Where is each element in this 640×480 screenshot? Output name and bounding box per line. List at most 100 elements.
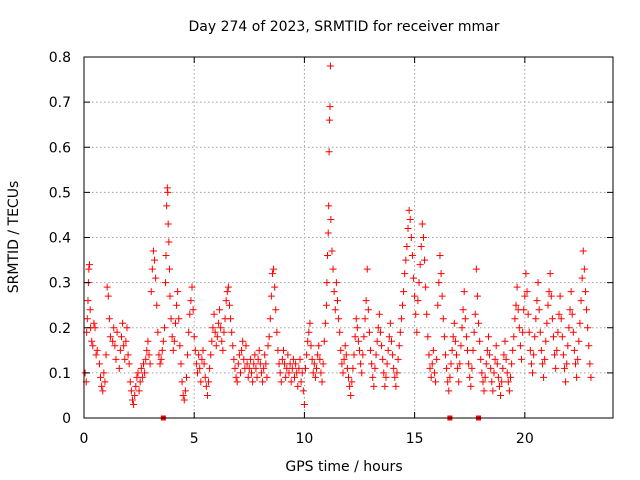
data-point <box>449 333 457 341</box>
data-point <box>523 288 531 296</box>
data-point <box>564 342 572 350</box>
data-point <box>189 306 197 314</box>
data-point <box>379 355 387 363</box>
data-point <box>492 342 500 350</box>
data-point <box>525 328 533 336</box>
axis-ticks <box>83 56 613 419</box>
data-point <box>331 306 339 314</box>
data-point <box>562 378 570 386</box>
data-point <box>401 270 409 278</box>
data-point <box>385 333 393 341</box>
data-point <box>92 351 100 359</box>
data-point <box>384 346 392 354</box>
data-point <box>117 333 125 341</box>
data-point <box>358 369 366 377</box>
data-point <box>440 333 448 341</box>
data-point <box>548 315 556 323</box>
data-point <box>537 346 545 354</box>
data-point <box>572 360 580 368</box>
data-point <box>279 346 287 354</box>
data-point <box>86 261 94 269</box>
data-point <box>342 351 350 359</box>
data-point <box>473 292 481 300</box>
data-point <box>297 378 305 386</box>
data-point <box>115 364 123 372</box>
data-point <box>144 337 152 345</box>
data-point <box>551 351 559 359</box>
data-point <box>147 288 155 296</box>
data-point <box>565 324 573 332</box>
data-point <box>529 369 537 377</box>
data-point <box>166 292 174 300</box>
data-point <box>197 378 205 386</box>
data-point <box>210 310 218 318</box>
data-point <box>109 337 117 345</box>
data-point <box>490 369 498 377</box>
data-point <box>587 373 595 381</box>
data-point <box>538 360 546 368</box>
data-point <box>532 315 540 323</box>
data-point <box>349 364 357 372</box>
data-point <box>188 283 196 291</box>
data-point <box>467 382 475 390</box>
data-point <box>365 328 373 336</box>
chart-title: Day 274 of 2023, SRMTID for receiver mma… <box>188 19 499 35</box>
data-point <box>428 360 436 368</box>
data-point <box>351 333 359 341</box>
data-point <box>427 373 435 381</box>
data-point <box>495 382 503 390</box>
data-point <box>370 382 378 390</box>
data-point <box>504 378 512 386</box>
data-point <box>451 337 459 345</box>
data-point <box>317 369 325 377</box>
data-point <box>101 378 109 386</box>
data-point <box>332 279 340 287</box>
data-point <box>156 360 164 368</box>
data-point <box>350 351 358 359</box>
x-tick-label: 0 <box>80 431 89 447</box>
data-point <box>503 369 511 377</box>
data-point <box>489 387 497 395</box>
data-point <box>519 328 527 336</box>
data-point <box>214 319 222 327</box>
data-point <box>321 319 329 327</box>
data-point <box>231 364 239 372</box>
data-point <box>113 328 121 336</box>
data-point <box>484 333 492 341</box>
data-point <box>326 62 334 70</box>
data-point <box>396 328 404 336</box>
data-point <box>318 378 326 386</box>
data-point <box>216 306 224 314</box>
data-point <box>126 378 134 386</box>
data-point <box>122 337 130 345</box>
data-point <box>372 351 380 359</box>
data-point <box>135 387 143 395</box>
data-point <box>178 378 186 386</box>
data-point <box>272 306 280 314</box>
data-point <box>143 346 151 354</box>
y-axis-tick-labels: 0 0.1 0.2 0.3 0.4 0.5 0.6 0.7 0.8 <box>49 50 71 427</box>
data-point <box>264 342 272 350</box>
data-point <box>148 265 156 273</box>
data-point <box>493 360 501 368</box>
data-point <box>203 391 211 399</box>
data-point <box>324 252 332 260</box>
data-point <box>136 378 144 386</box>
data-point <box>568 310 576 318</box>
data-point <box>173 301 181 309</box>
data-point <box>531 333 539 341</box>
data-point <box>313 364 321 372</box>
data-point <box>110 324 118 332</box>
data-point <box>364 306 372 314</box>
data-point <box>164 188 172 196</box>
data-point <box>505 387 513 395</box>
data-point <box>399 301 407 309</box>
data-point <box>405 206 413 214</box>
y-tick-label: 0.7 <box>49 95 71 111</box>
data-point <box>309 369 317 377</box>
data-point <box>246 355 254 363</box>
data-point <box>403 243 411 251</box>
data-point <box>164 220 172 228</box>
data-point <box>288 364 296 372</box>
data-point <box>341 342 349 350</box>
